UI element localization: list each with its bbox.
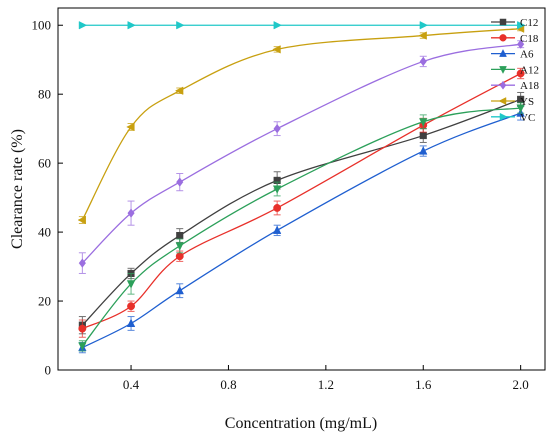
- ticks-layer: 0.4 0.8 1.2 1.6 2.0 0 20 40 60 80 100: [32, 18, 529, 392]
- x-tick-label: 1.2: [318, 377, 334, 392]
- y-tick-label: 60: [38, 156, 51, 171]
- data-point: [174, 86, 184, 95]
- data-point: [78, 258, 86, 268]
- legend-item-c18: C18: [491, 33, 539, 45]
- x-axis-title: Concentration (mg/mL): [225, 415, 377, 432]
- series-a18: [78, 39, 525, 274]
- data-point: [127, 21, 136, 30]
- legend-marker: [499, 66, 507, 74]
- data-point: [126, 122, 135, 132]
- data-point: [78, 342, 87, 351]
- data-point: [517, 21, 526, 30]
- legend-marker: [499, 49, 507, 57]
- legend-label: YS: [520, 96, 534, 108]
- data-point: [419, 132, 427, 140]
- series-line: [81, 107, 521, 347]
- legend-marker: [499, 34, 507, 42]
- data-point: [517, 39, 525, 49]
- series-line: [82, 112, 521, 349]
- legend-marker: [499, 18, 507, 26]
- legend: C12 C18 A6 A12 A18 YS VC: [491, 17, 539, 124]
- legend-label: C18: [520, 33, 539, 45]
- series-layer: [77, 21, 526, 354]
- data-point: [78, 324, 87, 333]
- data-point: [419, 21, 429, 30]
- legend-item-ys: YS: [491, 96, 534, 108]
- data-point: [516, 104, 525, 113]
- data-point: [272, 225, 282, 234]
- data-point: [419, 146, 428, 155]
- series-vc: [78, 21, 526, 30]
- x-tick-label: 1.6: [415, 377, 432, 392]
- data-point: [77, 215, 86, 225]
- data-point: [78, 21, 88, 30]
- legend-marker: [498, 97, 507, 105]
- data-point: [175, 252, 184, 261]
- data-point: [273, 204, 282, 212]
- legend-label: A6: [520, 49, 534, 61]
- data-point: [175, 285, 184, 295]
- data-point: [419, 118, 428, 127]
- y-tick-label: 100: [32, 18, 52, 33]
- legend-item-vc: VC: [491, 112, 535, 124]
- y-tick-label: 80: [38, 87, 51, 102]
- x-tick-label: 0.8: [220, 377, 236, 392]
- data-point: [272, 185, 282, 194]
- legend-label: A12: [520, 64, 539, 76]
- legend-marker: [499, 80, 507, 90]
- data-point: [273, 123, 281, 134]
- data-point: [127, 302, 136, 311]
- data-point: [272, 45, 281, 54]
- legend-item-a18: A18: [491, 80, 539, 92]
- data-point: [176, 177, 184, 187]
- y-axis-title: Clearance rate (%): [9, 129, 26, 249]
- legend-label: VC: [520, 112, 535, 124]
- data-point: [418, 31, 427, 40]
- data-point: [126, 318, 136, 328]
- legend-label: C12: [520, 17, 538, 29]
- legend-item-c12: C12: [491, 17, 538, 29]
- y-tick-label: 0: [45, 363, 52, 378]
- data-point: [176, 231, 184, 240]
- data-point: [419, 56, 427, 67]
- y-tick-label: 40: [38, 225, 51, 240]
- legend-marker: [499, 112, 508, 121]
- y-tick-label: 20: [38, 294, 51, 309]
- data-point: [273, 21, 283, 30]
- data-point: [127, 208, 135, 218]
- legend-label: A18: [520, 80, 539, 92]
- series-line: [81, 28, 521, 221]
- series-a6: [78, 105, 525, 354]
- series-c12: [78, 91, 525, 335]
- data-point: [516, 69, 525, 78]
- plot-frame: [57, 7, 546, 371]
- legend-item-a12: A12: [491, 64, 539, 76]
- data-point: [176, 21, 185, 30]
- series-a12: [78, 102, 525, 352]
- data-point: [126, 280, 136, 289]
- series-line: [81, 98, 521, 326]
- data-point: [175, 242, 184, 251]
- series-ys: [77, 24, 525, 225]
- x-tick-label: 0.4: [123, 377, 140, 392]
- x-tick-label: 2.0: [513, 377, 529, 392]
- legend-item-a6: A6: [491, 49, 534, 61]
- series-line: [81, 43, 521, 264]
